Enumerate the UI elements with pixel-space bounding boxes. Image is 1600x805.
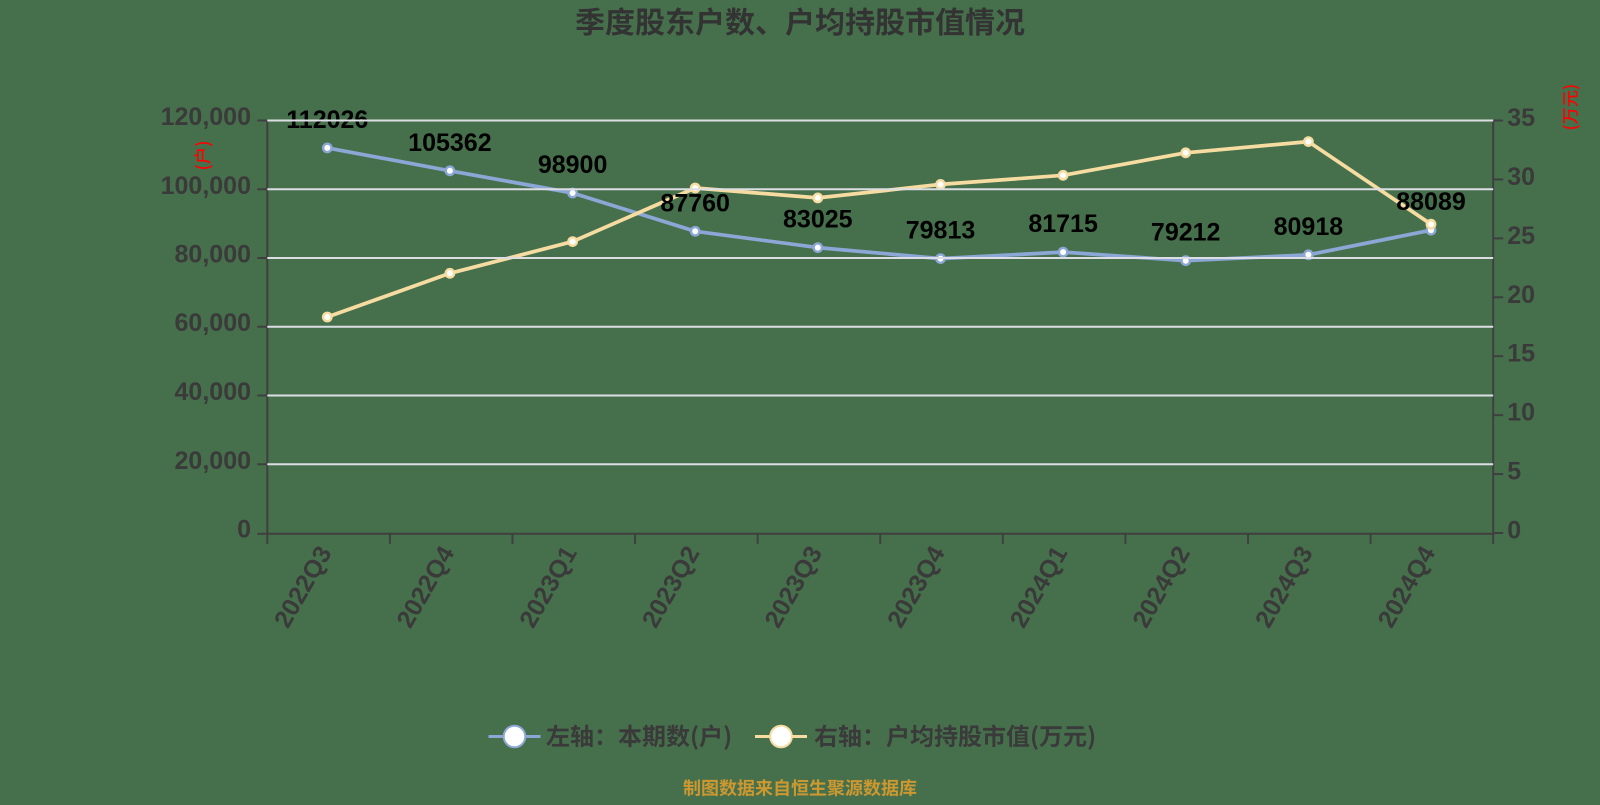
svg-text:20,000: 20,000 (175, 447, 251, 475)
svg-text:81715: 81715 (1028, 210, 1098, 238)
svg-text:87760: 87760 (660, 189, 730, 217)
svg-text:15: 15 (1507, 340, 1535, 368)
svg-text:100,000: 100,000 (161, 172, 251, 200)
svg-text:79212: 79212 (1151, 219, 1221, 247)
svg-text:80918: 80918 (1274, 213, 1344, 241)
svg-text:120,000: 120,000 (161, 103, 251, 131)
svg-text:79813: 79813 (906, 217, 976, 245)
svg-text:98900: 98900 (538, 151, 608, 179)
svg-text:10: 10 (1507, 399, 1535, 427)
svg-text:20: 20 (1507, 281, 1535, 309)
svg-text:105362: 105362 (408, 129, 491, 157)
svg-text:30: 30 (1507, 163, 1535, 191)
svg-text:35: 35 (1507, 104, 1535, 132)
svg-text:88089: 88089 (1396, 188, 1466, 216)
svg-text:0: 0 (1507, 517, 1521, 545)
svg-text:0: 0 (237, 516, 251, 544)
svg-text:60,000: 60,000 (175, 309, 251, 337)
svg-text:83025: 83025 (783, 206, 853, 234)
svg-text:80,000: 80,000 (175, 241, 251, 269)
svg-text:5: 5 (1507, 458, 1521, 486)
svg-text:40,000: 40,000 (175, 378, 251, 406)
svg-text:25: 25 (1507, 222, 1535, 250)
